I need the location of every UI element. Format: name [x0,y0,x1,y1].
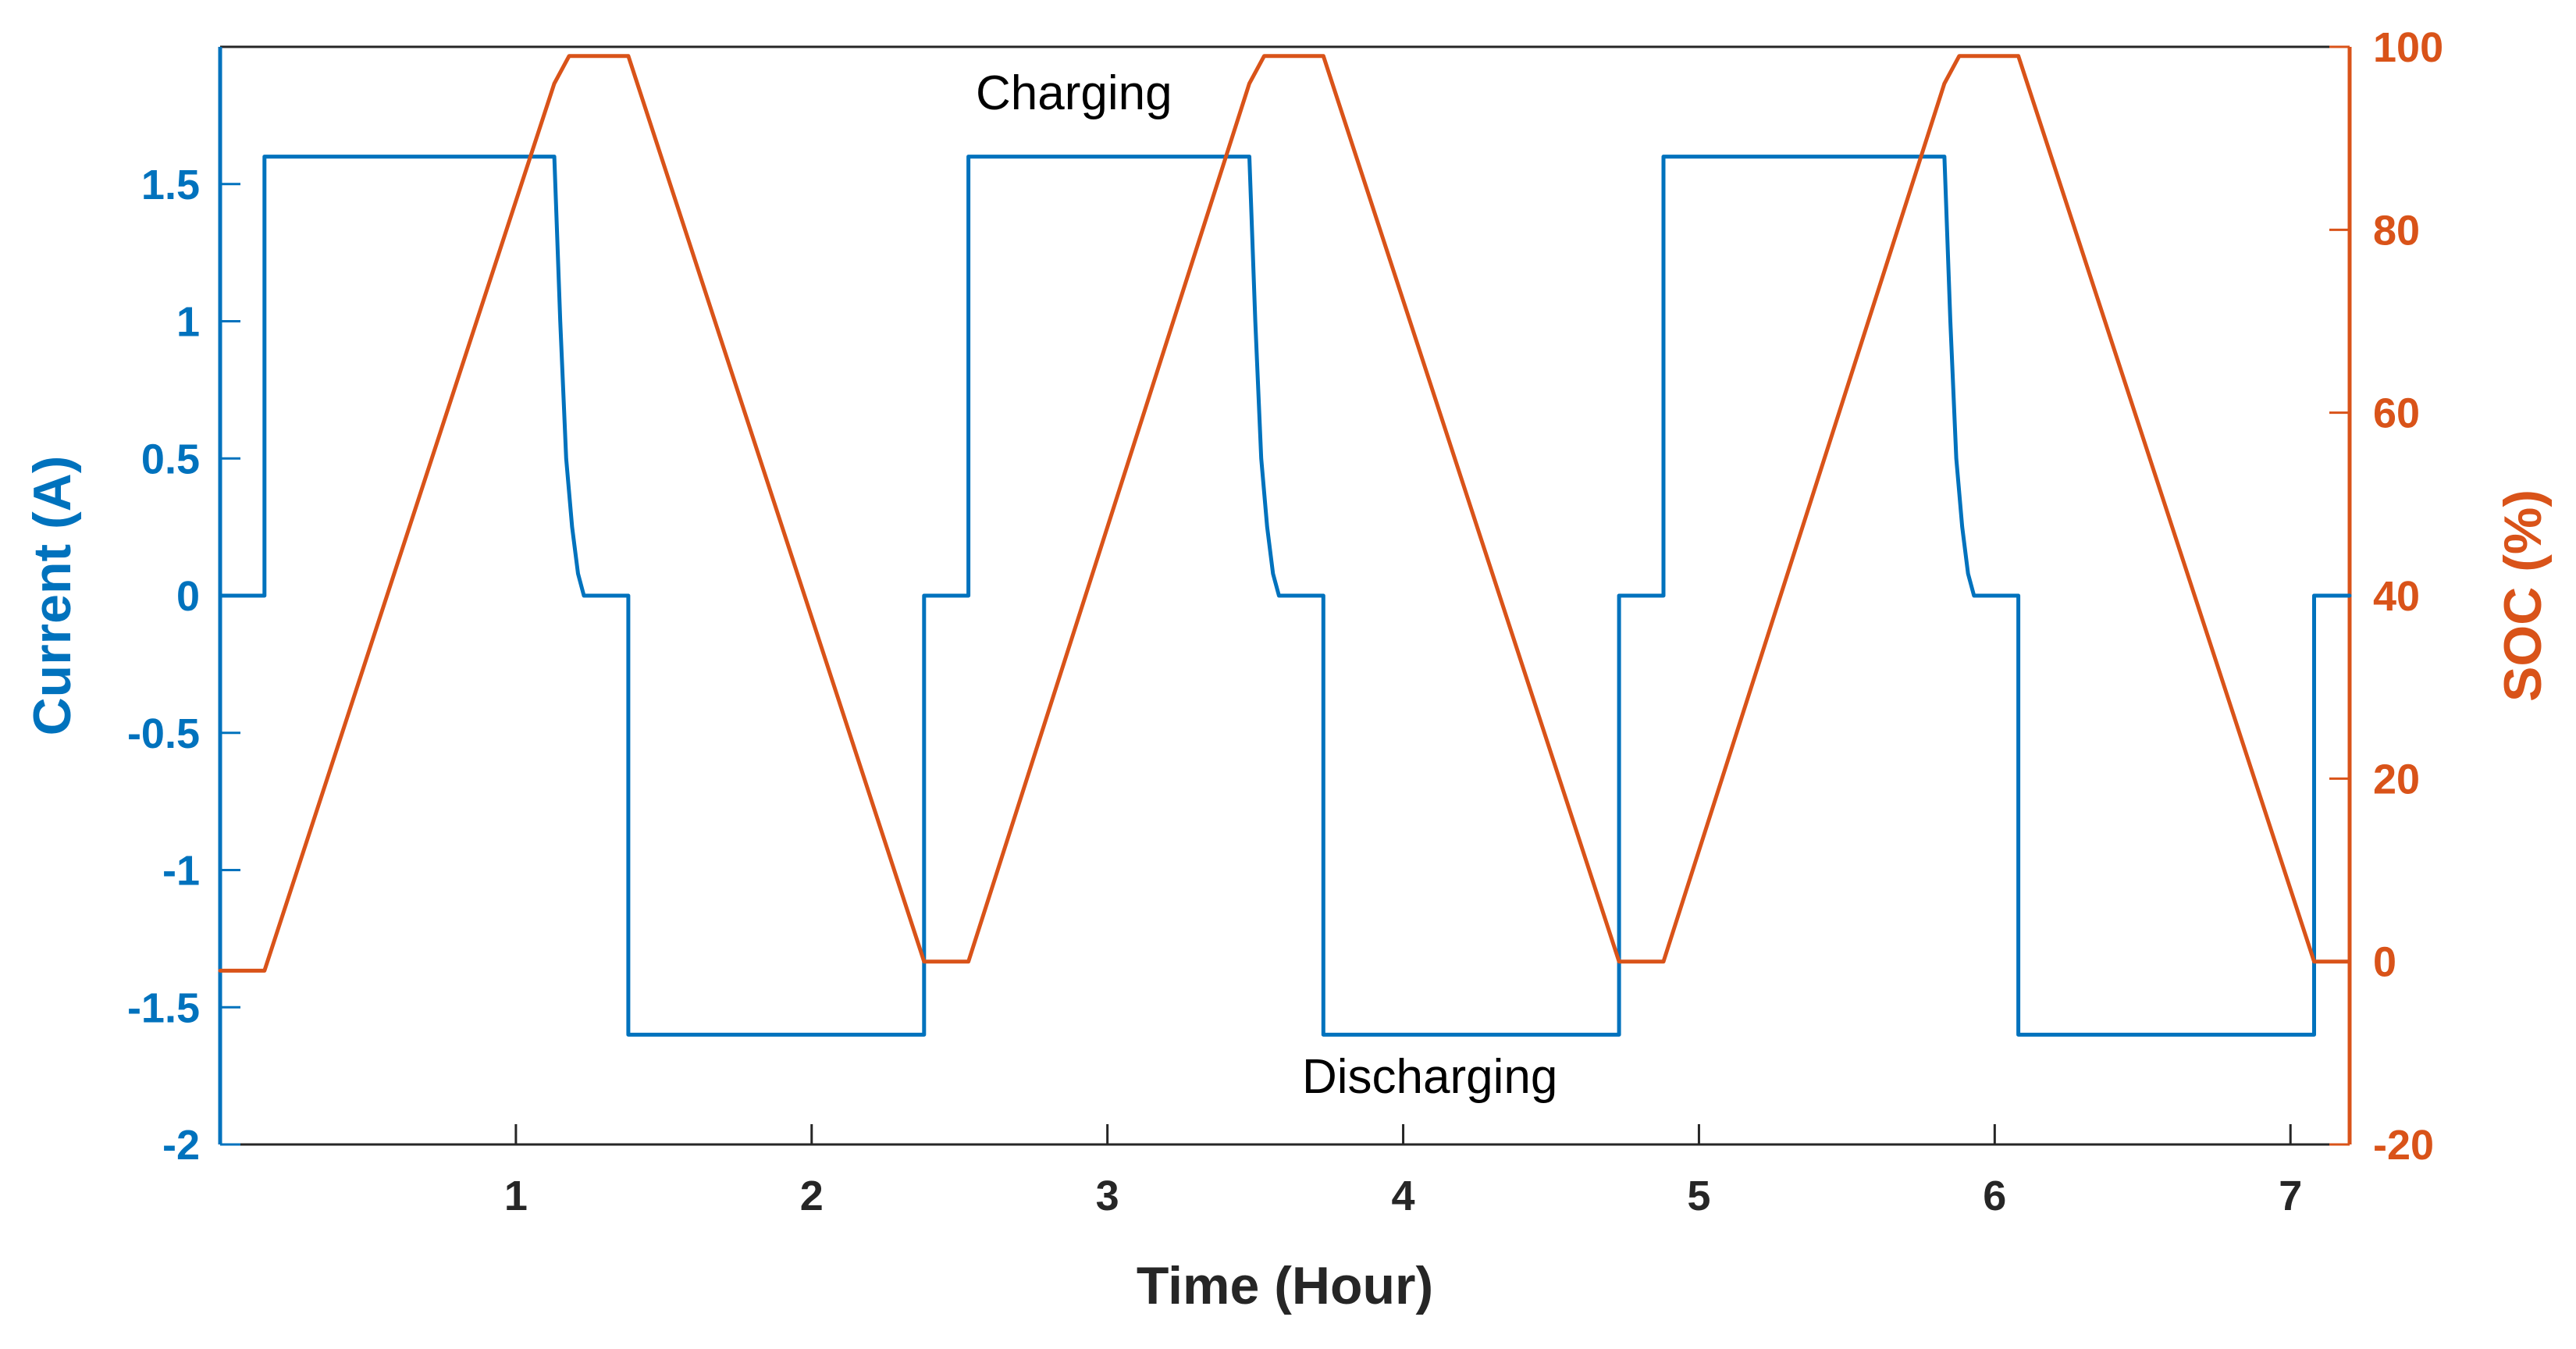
discharging-annotation: Discharging [1302,1050,1557,1104]
x-tick-label: 6 [1983,1173,2006,1219]
y-right-tick-label: 40 [2373,573,2420,620]
soc-series-line [218,54,2352,973]
y-axis-left-title: Current (A) [23,456,82,736]
charging-annotation: Charging [976,66,1172,120]
y-left-tick-label: -1 [162,848,200,895]
y-left-tick-label: 0.5 [141,436,200,482]
x-tick-label: 1 [504,1173,528,1219]
y-right-tick-label: 100 [2373,24,2443,71]
x-tick-label: 4 [1392,1173,1415,1219]
x-tick-label: 2 [800,1173,824,1219]
series-group [218,54,2352,1037]
y-left-tick-label: 1 [176,299,200,346]
y-left-tick-label: -0.5 [127,710,200,757]
x-axis-title: Time (Hour) [1137,1256,1433,1315]
y-right-tick-label: 80 [2373,207,2420,254]
y-right-tick-label: 20 [2373,756,2420,803]
y-left-tick-label: -2 [162,1122,200,1169]
current-series-line [218,155,2352,1037]
x-tick-label: 3 [1096,1173,1119,1219]
y-left-tick-label: 0 [176,573,200,620]
x-tick-label: 5 [1687,1173,1710,1219]
tick-labels: 1 2 3 4 5 6 7 1.5 1 0.5 0 -0.5 -1 -1.5 -2 100 80 60 40 20 0 -… [127,24,2443,1219]
y-right-tick-label: 60 [2373,390,2420,437]
y-right-tick-label: -20 [2373,1122,2434,1169]
y-left-tick-label: 1.5 [141,162,200,208]
y-left-tick-label: -1.5 [127,984,200,1031]
y-right-tick-label: 0 [2373,939,2396,986]
x-tick-label: 7 [2279,1173,2302,1219]
y-axis-right-title: SOC (%) [2493,489,2553,702]
